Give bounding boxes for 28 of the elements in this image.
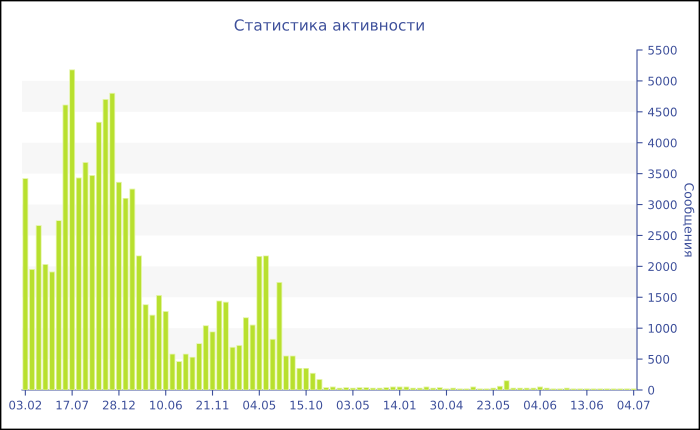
y-tick-label: 3000 bbox=[648, 200, 677, 210]
y-tick-label: 4000 bbox=[648, 138, 677, 148]
x-tick-label: 30.04 bbox=[430, 400, 463, 410]
x-tick-label: 15.10 bbox=[290, 400, 322, 410]
y-tick-label: 5000 bbox=[648, 76, 677, 86]
x-tick-label: 03.05 bbox=[336, 400, 369, 410]
x-tick-label: 10.06 bbox=[150, 400, 182, 410]
y-tick-label: 0 bbox=[648, 386, 654, 395]
y-tick-label: 500 bbox=[648, 354, 670, 364]
x-tick-label: 14.01 bbox=[384, 400, 416, 410]
y-tick-label: 1000 bbox=[648, 324, 677, 333]
y-tick-label: 2500 bbox=[648, 231, 677, 240]
y-tick-label: 2000 bbox=[648, 262, 677, 272]
x-tick-label: 04.06 bbox=[524, 400, 556, 410]
x-tick-label: 28.12 bbox=[102, 400, 135, 410]
y-axis-title: Сообщения bbox=[682, 183, 694, 256]
x-tick-label: 13.06 bbox=[571, 400, 604, 410]
y-tick-label: 1500 bbox=[648, 292, 677, 302]
x-tick-label: 21.11 bbox=[196, 400, 228, 410]
y-tick-label: 4500 bbox=[648, 108, 677, 116]
x-tick-label: 23.05 bbox=[477, 400, 510, 410]
y-tick-label: 5500 bbox=[648, 46, 677, 55]
x-tick-label: 03.02 bbox=[9, 400, 42, 410]
x-tick-label: 17.07 bbox=[56, 400, 88, 410]
x-tick-label: 04.07 bbox=[618, 400, 650, 410]
x-tick-label: 04.05 bbox=[243, 400, 276, 410]
y-tick-label: 3500 bbox=[648, 169, 677, 178]
chart-title: Статистика активности bbox=[234, 19, 424, 31]
